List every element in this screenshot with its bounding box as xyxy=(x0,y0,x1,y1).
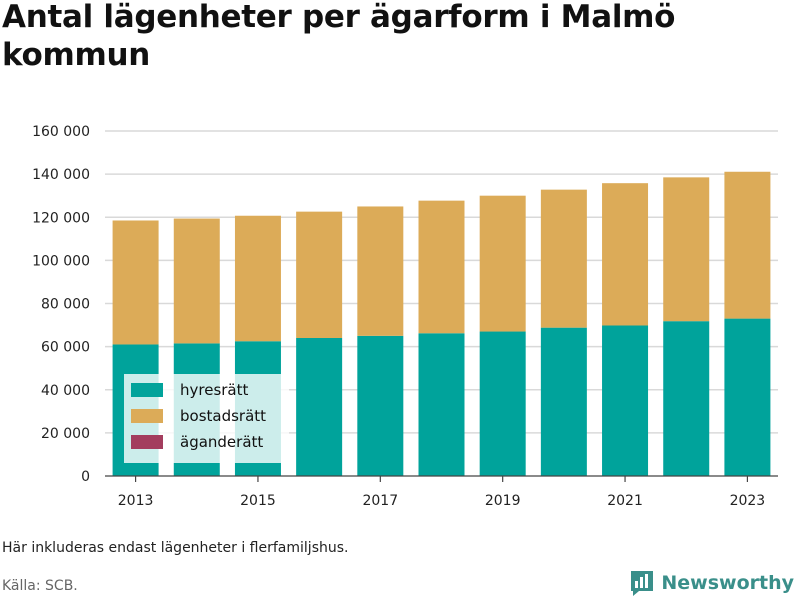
y-tick-label: 0 xyxy=(81,469,90,485)
y-tick-label: 40 000 xyxy=(41,383,90,399)
y-axis: 0 20 000 40 000 60 000 80 000 100 000 120 000 1… xyxy=(32,124,90,485)
y-tick-label: 20 000 xyxy=(41,426,90,442)
bar-bostadsrätt-2023 xyxy=(724,171,771,319)
legend-swatch-hyresrätt xyxy=(131,383,163,397)
y-tick-label: 100 000 xyxy=(32,253,90,269)
bar-bostadsrätt-2016 xyxy=(296,211,343,338)
bar-bostadsrätt-2013 xyxy=(112,220,159,345)
x-tick-label: 2015 xyxy=(240,493,276,509)
bar-hyresrätt-2022 xyxy=(663,321,710,476)
bar-bostadsrätt-2014 xyxy=(173,218,220,344)
bar-hyresrätt-2019 xyxy=(479,331,526,476)
x-tick-label: 2023 xyxy=(730,493,766,509)
chart-title: Antal lägenheter per ägarform i Malmö ko… xyxy=(2,0,676,73)
x-tick-label: 2013 xyxy=(118,493,154,509)
bar-bostadsrätt-2017 xyxy=(357,206,404,336)
x-tick-label: 2021 xyxy=(607,493,643,509)
y-tick-label: 140 000 xyxy=(32,167,90,183)
bar-bostadsrätt-2019 xyxy=(479,195,526,332)
bar-bostadsrätt-2018 xyxy=(418,200,465,334)
x-tick-label: 2019 xyxy=(485,493,521,509)
legend: hyresrätt bostadsrätt äganderätt xyxy=(124,374,289,463)
source-text: Källa: SCB. xyxy=(2,578,78,594)
bar-bostadsrätt-2021 xyxy=(602,183,649,326)
bar-hyresrätt-2021 xyxy=(602,325,649,476)
brand-logo: Newsworthy xyxy=(629,568,794,598)
legend-label-bostadsrätt: bostadsrätt xyxy=(180,407,266,425)
y-tick-label: 60 000 xyxy=(41,340,90,356)
bar-bostadsrätt-2020 xyxy=(540,189,587,328)
legend-swatch-äganderätt xyxy=(131,435,163,449)
bar-hyresrätt-2016 xyxy=(296,338,343,476)
legend-label-hyresrätt: hyresrätt xyxy=(180,381,249,399)
bar-hyresrätt-2018 xyxy=(418,333,465,476)
y-tick-label: 120 000 xyxy=(32,210,90,226)
bar-hyresrätt-2020 xyxy=(540,327,587,476)
y-tick-label: 80 000 xyxy=(41,297,90,313)
x-axis: 2013 2015 2017 2019 2021 2023 xyxy=(105,475,778,509)
legend-label-äganderätt: äganderätt xyxy=(180,433,263,451)
x-tick-label: 2017 xyxy=(362,493,398,509)
y-tick-label: 160 000 xyxy=(32,124,90,140)
brand-name: Newsworthy xyxy=(661,572,794,594)
bar-bostadsrätt-2015 xyxy=(234,215,281,342)
bar-hyresrätt-2023 xyxy=(724,318,771,476)
bar-hyresrätt-2017 xyxy=(357,335,404,476)
bar-chart-speech-bubble-icon xyxy=(631,571,654,596)
bar-bostadsrätt-2022 xyxy=(663,177,710,322)
legend-swatch-bostadsrätt xyxy=(131,409,163,423)
footnote: Här inkluderas endast lägenheter i flerf… xyxy=(2,540,349,556)
